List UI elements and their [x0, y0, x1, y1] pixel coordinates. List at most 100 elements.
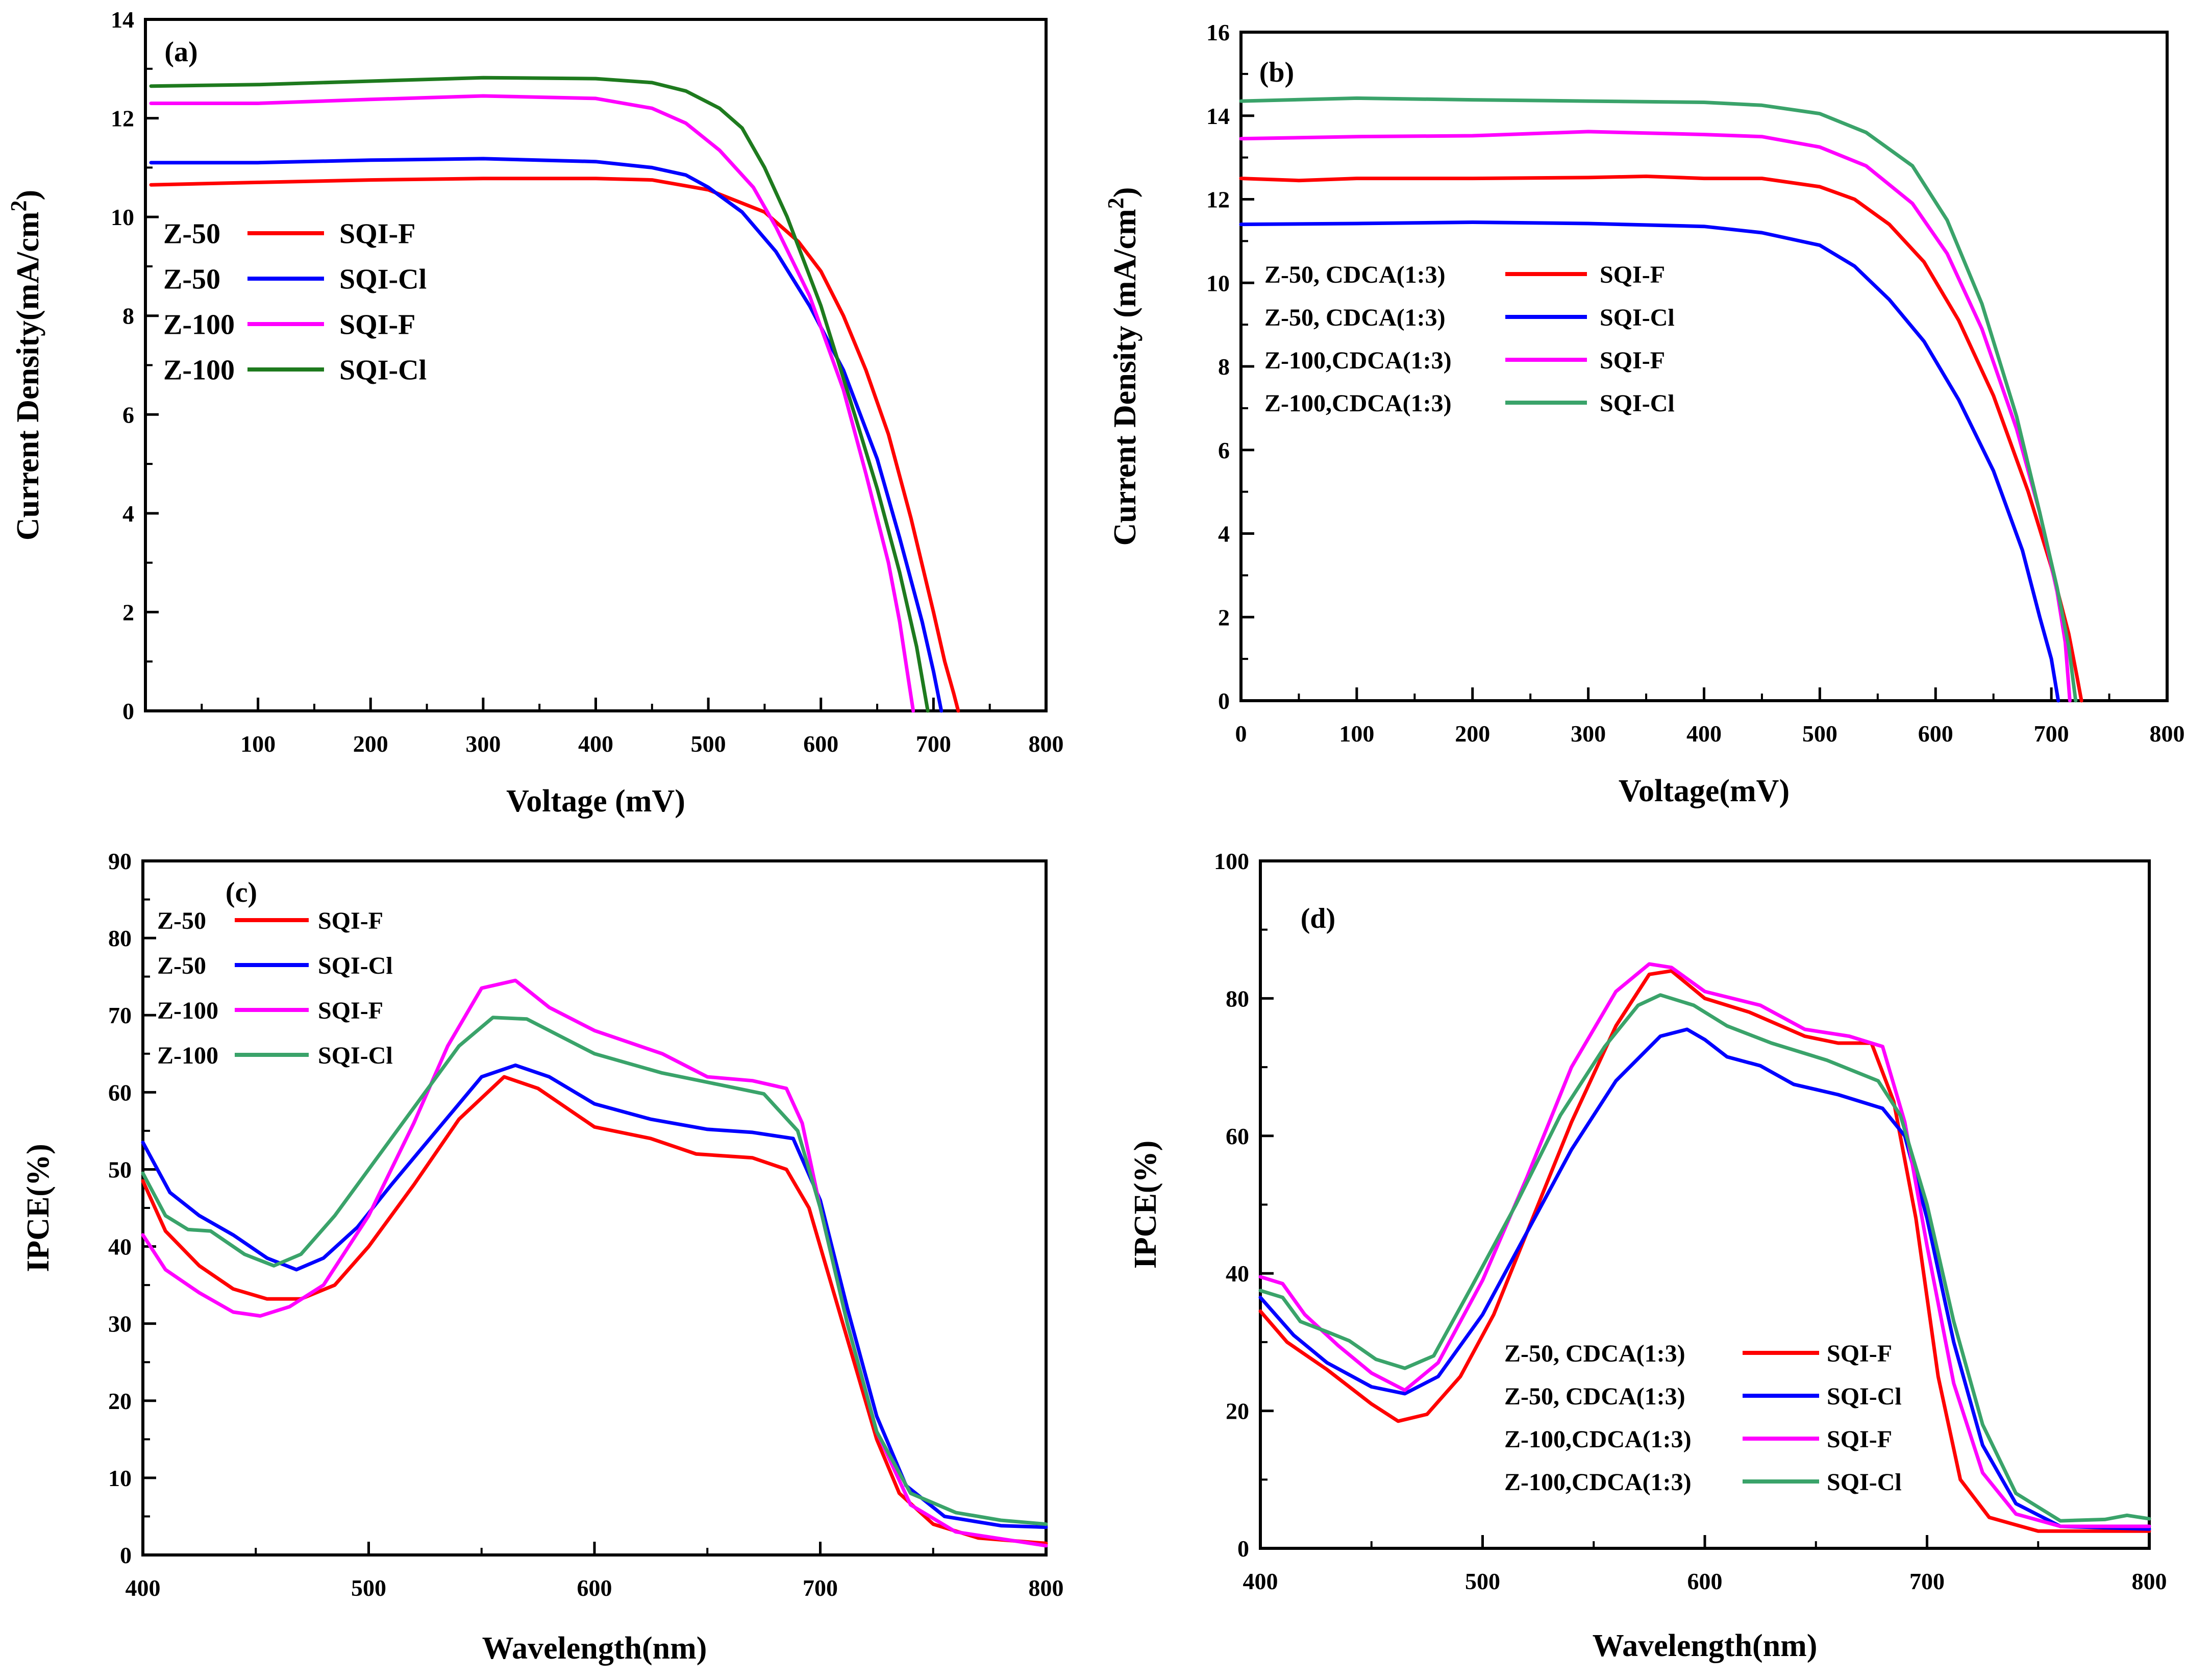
y-tick-label: 14: [111, 7, 134, 33]
legend-entry-dye: SQI-Cl: [318, 952, 393, 979]
series-line-4: [1239, 96, 2078, 703]
x-axis-title: Voltage (mV): [506, 784, 685, 819]
legend-entry-dye: SQI-F: [318, 997, 383, 1024]
legend-entry-dye: SQI-F: [1827, 1340, 1892, 1367]
y-tick-label: 10: [111, 204, 134, 230]
y-tick-label: 60: [1226, 1123, 1249, 1149]
legend-entry-dye: SQI-F: [339, 309, 415, 341]
x-tick-label: 500: [691, 731, 726, 757]
legend-entry-dye: SQI-F: [339, 218, 415, 250]
legend-entry-dye: SQI-Cl: [339, 355, 427, 386]
chart-panel-a: 100 200 300 400 500 600 700 800 0 2 4 6 8 10 12 14 Volta…: [6, 7, 1064, 819]
x-tick-label: 800: [2150, 721, 2185, 747]
x-axis-title: Voltage(mV): [1619, 774, 1790, 808]
series-line-1: [1258, 969, 2151, 1533]
x-tick-label: 800: [1029, 1575, 1064, 1601]
legend-entry-name: Z-100,CDCA(1:3): [1504, 1426, 1692, 1453]
legend-entry-name: Z-100: [163, 355, 235, 386]
y-axis-title-main: IPCE(%): [1128, 1141, 1163, 1269]
legend-entry-name: Z-50: [157, 952, 206, 979]
y-tick-label: 0: [1218, 688, 1230, 714]
series-line-1: [149, 177, 960, 713]
y-tick-label: 40: [108, 1234, 132, 1260]
x-tick-label: 600: [803, 731, 838, 757]
x-tick-label: 100: [1339, 721, 1374, 747]
y-axis-title-main: Current Density(mA/cm: [11, 212, 45, 541]
y-tick-label: 40: [1226, 1261, 1249, 1287]
x-tick-label: 200: [1455, 721, 1490, 747]
panel-label: (c): [226, 877, 257, 908]
legend-entry-dye: SQI-F: [1600, 261, 1665, 288]
panel-label: (b): [1259, 57, 1294, 88]
y-axis-title-superscript: 2: [1103, 197, 1128, 209]
series-line-4: [149, 76, 930, 713]
y-tick-label: 2: [122, 599, 134, 625]
series-line-3: [1258, 962, 2151, 1528]
series-line-2: [1239, 220, 2060, 703]
legend-entry-dye: SQI-F: [1600, 347, 1665, 374]
y-tick-label: 80: [1226, 985, 1249, 1011]
chart-panel-d: 400 500 600 700 800 0 20 40 60 80 100 Wavelength(nm…: [1128, 848, 2167, 1663]
y-tick-label: 12: [1206, 187, 1230, 213]
legend-entry-name: Z-50: [157, 907, 206, 934]
x-tick-label: 700: [2034, 721, 2069, 747]
x-tick-label: 300: [465, 731, 501, 757]
y-tick-label: 20: [108, 1388, 132, 1414]
y-tick-label: 50: [108, 1156, 132, 1182]
x-tick-label: 400: [578, 731, 613, 757]
y-tick-label: 90: [108, 848, 132, 874]
legend-entry-name: Z-100: [157, 997, 218, 1024]
y-tick-label: 14: [1206, 103, 1230, 129]
series-line-3: [149, 94, 915, 713]
y-tick-label: 8: [1218, 354, 1230, 380]
legend-entry-name: Z-50, CDCA(1:3): [1264, 304, 1446, 331]
y-axis-title-main: Current Density (mA/cm: [1108, 209, 1142, 546]
legend-entry-dye: SQI-Cl: [318, 1042, 393, 1069]
y-axis-title-main: IPCE(%): [21, 1144, 56, 1272]
x-axis-title: Wavelength(nm): [1593, 1628, 1818, 1663]
series-line-2: [141, 1063, 1048, 1529]
legend-entry-name: Z-100: [157, 1042, 218, 1069]
legend-entry-dye: SQI-Cl: [1600, 390, 1675, 417]
plot-frame: [1259, 859, 2151, 1550]
panel-label: (d): [1301, 903, 1335, 934]
x-tick-label: 400: [1686, 721, 1722, 747]
x-tick-label: 600: [1687, 1568, 1723, 1594]
y-tick-label: 0: [1237, 1536, 1249, 1562]
x-tick-label: 100: [240, 731, 276, 757]
x-tick-label: 700: [803, 1575, 838, 1601]
x-tick-label: 200: [353, 731, 388, 757]
y-tick-label: 10: [1206, 270, 1230, 296]
y-axis-title: Current Density(mA/cm2): [6, 190, 45, 540]
x-tick-label: 800: [2132, 1568, 2167, 1594]
series-line-2: [1258, 1027, 2151, 1531]
x-tick-label: 400: [1243, 1568, 1278, 1594]
legend: Z-50, CDCA(1:3) SQI-F Z-50, CDCA(1:3) SQI-C…: [1504, 1340, 1902, 1496]
panel-label: (a): [164, 36, 197, 68]
y-tick-label: 6: [122, 402, 134, 428]
y-tick-label: 20: [1226, 1398, 1249, 1424]
y-tick-label: 4: [1218, 521, 1230, 547]
y-tick-label: 10: [108, 1465, 132, 1491]
y-tick-label: 2: [1218, 604, 1230, 630]
x-tick-label: 800: [1029, 731, 1064, 757]
legend-entry-name: Z-50, CDCA(1:3): [1264, 261, 1446, 288]
x-tick-label: 600: [1918, 721, 1953, 747]
y-axis-title: Current Density (mA/cm2): [1103, 187, 1142, 546]
legend: Z-50 SQI-F Z-50 SQI-Cl Z-100 SQI-F Z-100 SQI-Cl: [163, 218, 427, 386]
series-line-1: [1239, 175, 2083, 703]
y-tick-label: 16: [1206, 19, 1230, 45]
x-tick-label: 700: [1909, 1568, 1945, 1594]
y-tick-label: 30: [108, 1311, 132, 1337]
series-line-2: [149, 157, 943, 713]
y-tick-label: 6: [1218, 437, 1230, 463]
series-line-4: [1258, 993, 2151, 1523]
legend-entry-name: Z-50: [163, 218, 220, 250]
legend-entry-name: Z-50, CDCA(1:3): [1504, 1340, 1685, 1367]
x-tick-label: 400: [126, 1575, 161, 1601]
legend: Z-50 SQI-F Z-50 SQI-Cl Z-100 SQI-F Z-100 SQI-Cl: [157, 907, 393, 1069]
chart-panel-c: 400 500 600 700 800 0 10 20 30 40 50 60 70 80 90 Wavele…: [21, 848, 1064, 1666]
x-tick-label: 300: [1571, 721, 1606, 747]
y-tick-label: 0: [122, 698, 134, 724]
